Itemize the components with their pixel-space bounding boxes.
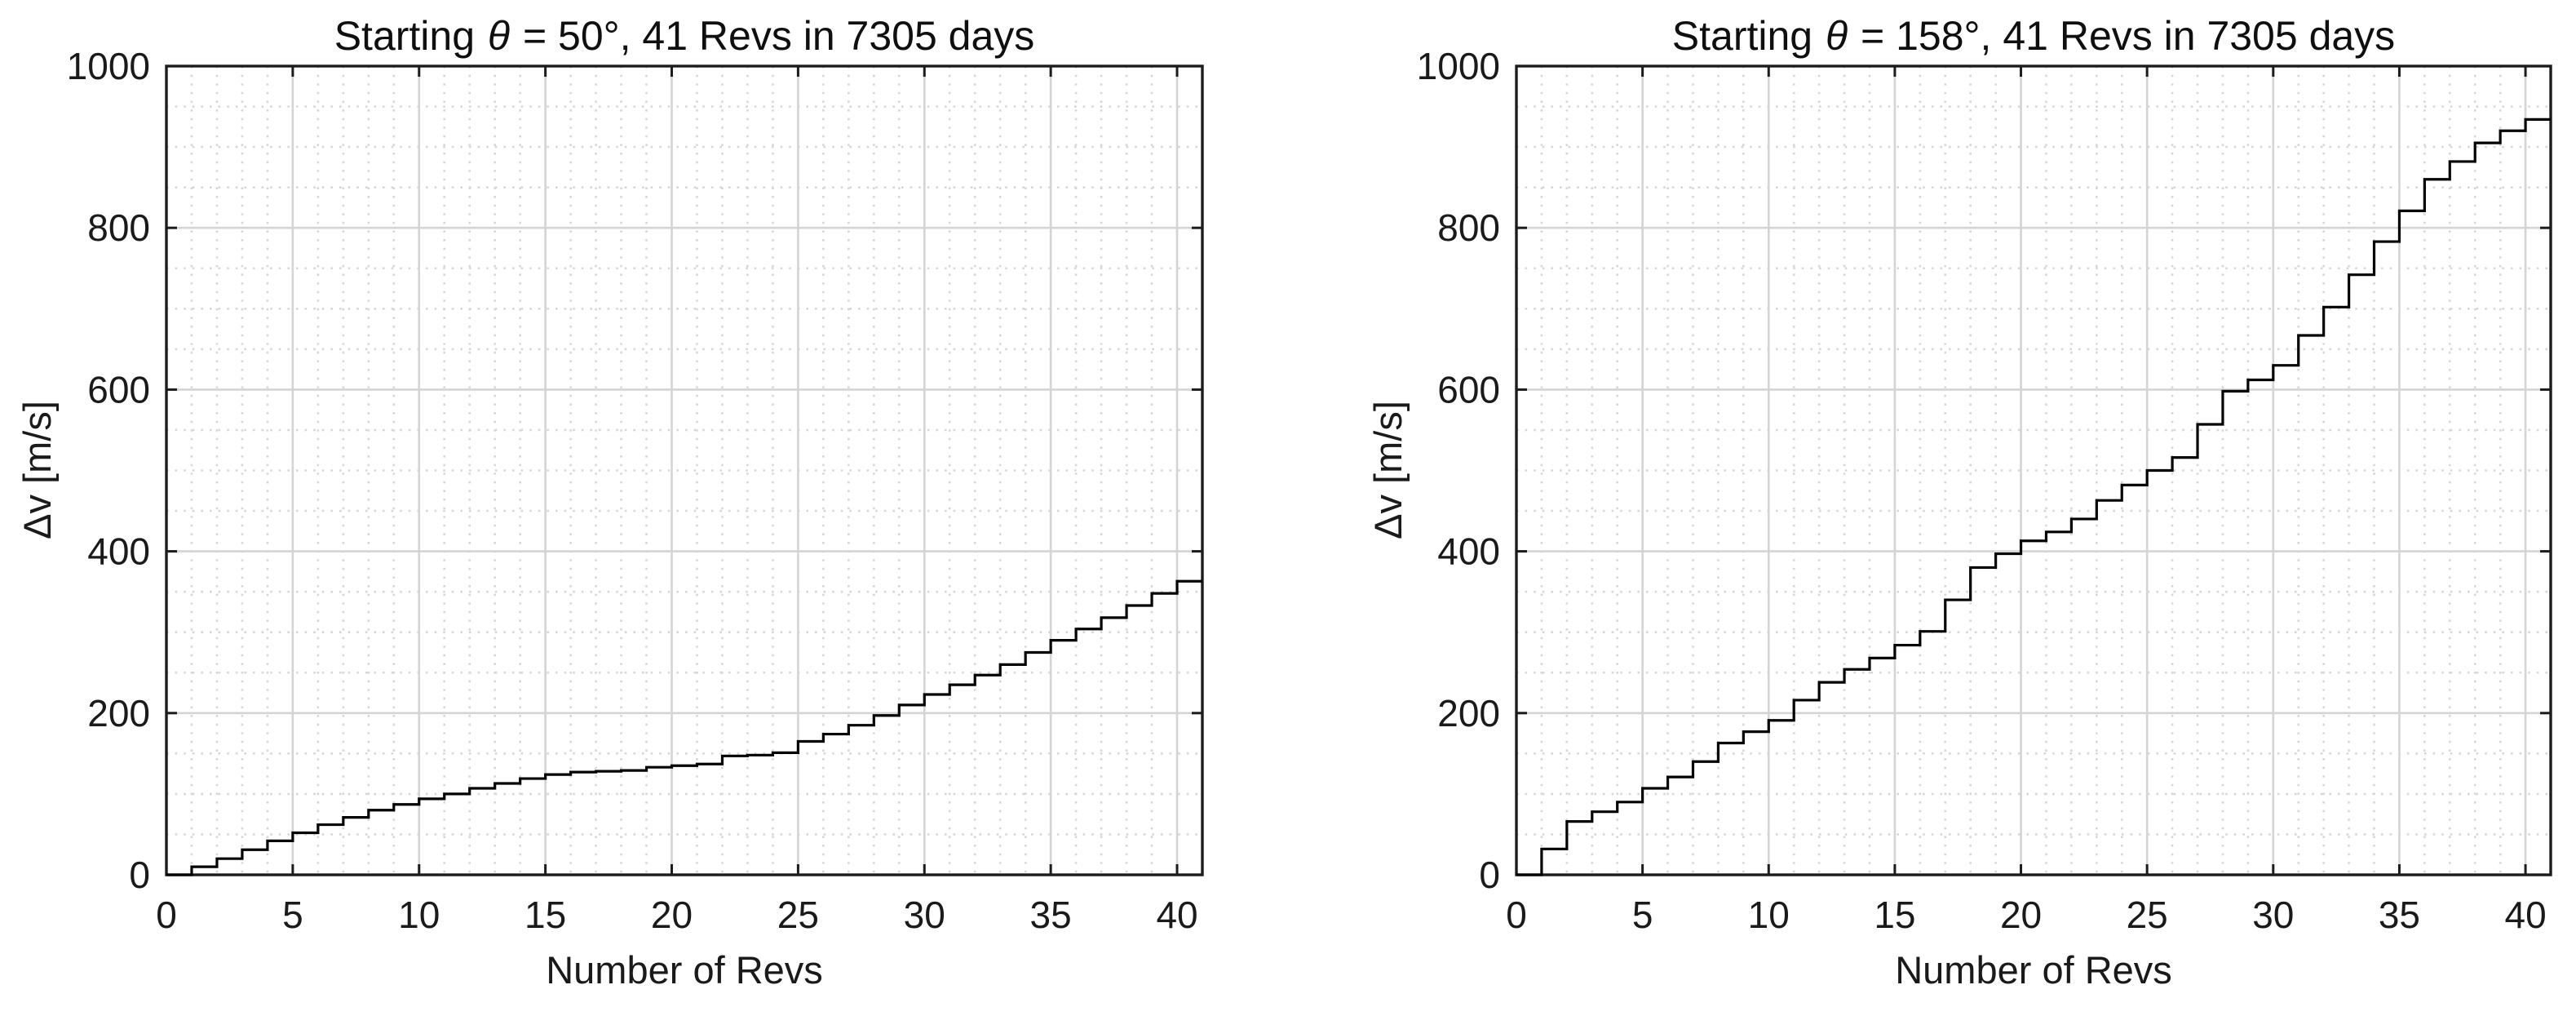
left-y-axis-label: Δv [m/s]: [15, 401, 59, 539]
left-plot-title: Starting θ = 50°, 41 Revs in 7305 days: [166, 10, 1202, 62]
theta-symbol: θ: [487, 13, 511, 59]
right-y-tick-label: 400: [1437, 530, 1500, 573]
right-x-tick-label: 5: [1632, 894, 1653, 936]
left-x-tick-label: 15: [524, 894, 566, 936]
right-y-tick-label: 200: [1437, 692, 1500, 734]
left-y-tick-label: 400: [87, 530, 150, 573]
right-x-tick-label: 25: [2127, 894, 2168, 936]
right-tick-marks: [1515, 64, 2551, 876]
right-x-tick-label: 30: [2252, 894, 2294, 936]
left-stairstep-line: [166, 579, 1202, 876]
right-minor-grid: [1516, 66, 2551, 875]
left-y-tick-label: 1000: [67, 45, 150, 87]
left-x-tick-label: 40: [1156, 894, 1197, 936]
right-x-tick-label: 0: [1506, 894, 1527, 936]
right-y-tick-label: 800: [1437, 206, 1500, 249]
right-axes-frame: [1515, 64, 2552, 876]
left-tick-marks: [165, 64, 1202, 876]
right-x-tick-label: 15: [1874, 894, 1915, 936]
left-title-prefix: Starting: [334, 13, 486, 59]
theta-symbol: θ: [1826, 13, 1848, 59]
right-plot-title: Starting θ = 158°, 41 Revs in 7305 days: [1516, 10, 2551, 62]
right-y-tick-label: 1000: [1417, 45, 1500, 87]
left-x-axis-label: Number of Revs: [546, 948, 823, 992]
left-x-tick-label: 35: [1030, 894, 1072, 936]
left-title-suffix: = 50°, 41 Revs in 7305 days: [511, 13, 1035, 59]
right-x-tick-label: 35: [2379, 894, 2420, 936]
right-title-suffix: = 158°, 41 Revs in 7305 days: [1849, 13, 2396, 59]
right-y-axis-label: Δv [m/s]: [1366, 401, 1410, 539]
right-major-grid: [1516, 66, 2551, 875]
left-x-tick-label: 10: [398, 894, 440, 936]
left-x-tick-label: 5: [282, 894, 303, 936]
left-x-tick-label: 0: [156, 894, 177, 936]
left-axes-frame: [165, 64, 1204, 876]
left-major-grid: [166, 66, 1202, 875]
left-y-tick-label: 0: [129, 854, 150, 896]
left-x-tick-label: 20: [651, 894, 693, 936]
right-x-tick-label: 20: [2000, 894, 2042, 936]
left-x-tick-label: 30: [904, 894, 945, 936]
left-x-tick-label: 25: [777, 894, 819, 936]
left-y-tick-label: 600: [87, 368, 150, 410]
right-y-tick-label: 600: [1437, 368, 1500, 410]
right-x-tick-label: 40: [2504, 894, 2546, 936]
right-title-prefix: Starting: [1671, 13, 1825, 59]
right-x-tick-label: 10: [1748, 894, 1790, 936]
right-x-axis-label: Number of Revs: [1895, 948, 2172, 992]
right-y-tick-label: 0: [1479, 854, 1500, 896]
left-minor-grid: [166, 66, 1202, 875]
left-y-tick-label: 800: [87, 206, 150, 249]
left-y-tick-label: 200: [87, 692, 150, 734]
right-stairstep-line: [1516, 118, 2551, 876]
